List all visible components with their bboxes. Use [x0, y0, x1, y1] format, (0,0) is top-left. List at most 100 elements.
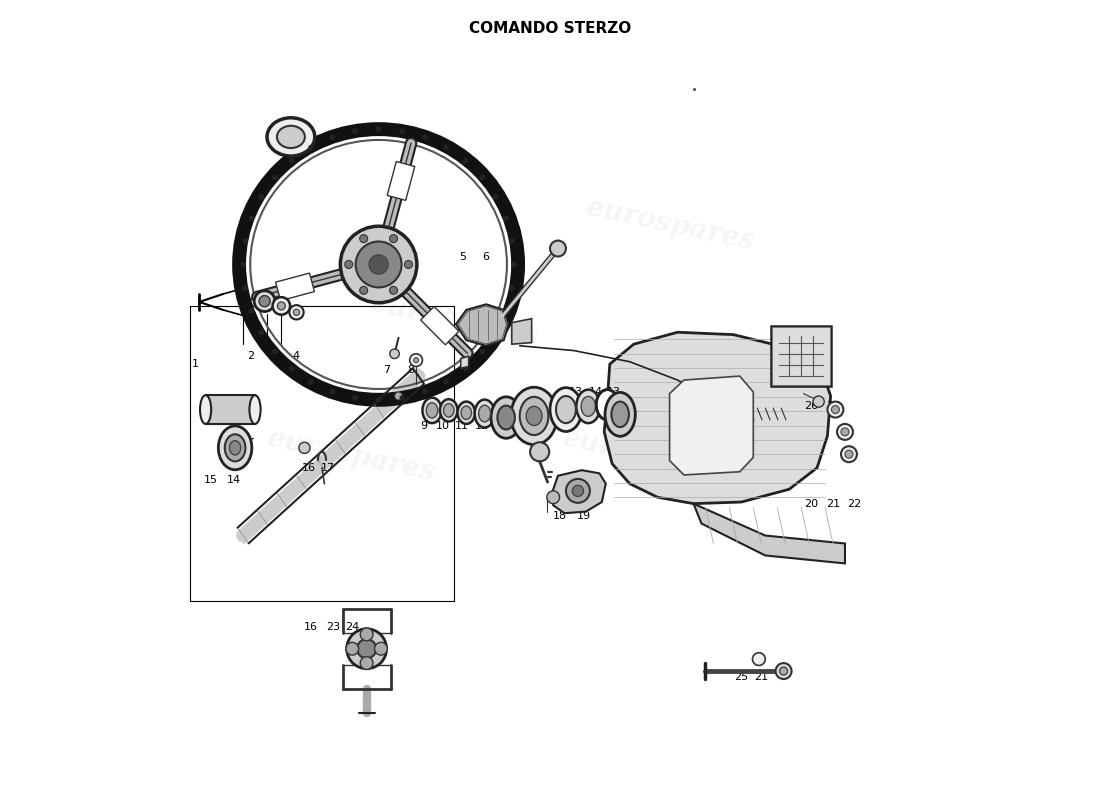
Ellipse shape	[497, 406, 515, 430]
Polygon shape	[276, 273, 315, 301]
Circle shape	[273, 349, 277, 354]
Ellipse shape	[219, 426, 252, 470]
Text: 25: 25	[735, 673, 748, 682]
Text: 18: 18	[552, 510, 567, 521]
Circle shape	[422, 390, 427, 394]
Circle shape	[444, 379, 449, 384]
Circle shape	[289, 158, 294, 163]
Bar	[206, 395, 255, 424]
Text: 12: 12	[475, 421, 490, 430]
Circle shape	[249, 308, 254, 313]
Circle shape	[842, 428, 849, 436]
Bar	[771, 326, 832, 386]
Circle shape	[813, 396, 824, 407]
Circle shape	[254, 290, 275, 311]
Circle shape	[258, 194, 264, 199]
Ellipse shape	[478, 405, 491, 422]
Circle shape	[308, 145, 314, 150]
Text: 16: 16	[304, 622, 318, 632]
Polygon shape	[206, 395, 255, 424]
Text: 16: 16	[302, 462, 316, 473]
Circle shape	[361, 628, 373, 641]
Ellipse shape	[605, 393, 636, 436]
Circle shape	[346, 629, 386, 669]
Text: eurospares: eurospares	[559, 425, 733, 487]
Circle shape	[504, 216, 508, 221]
Circle shape	[480, 349, 485, 354]
Circle shape	[463, 366, 467, 370]
Circle shape	[509, 286, 515, 290]
Circle shape	[353, 129, 358, 134]
Polygon shape	[670, 376, 754, 475]
Circle shape	[547, 491, 560, 504]
Polygon shape	[387, 162, 415, 200]
Text: 3: 3	[272, 351, 278, 361]
Circle shape	[330, 135, 334, 140]
Polygon shape	[693, 504, 845, 563]
Ellipse shape	[576, 390, 601, 423]
Circle shape	[273, 175, 277, 180]
Circle shape	[504, 308, 508, 313]
Text: 13: 13	[570, 387, 583, 397]
Circle shape	[565, 479, 590, 503]
Text: eurospares: eurospares	[264, 425, 438, 487]
Circle shape	[414, 358, 418, 362]
Circle shape	[399, 395, 405, 400]
Circle shape	[376, 398, 381, 402]
Ellipse shape	[475, 400, 495, 427]
Text: 2: 2	[248, 351, 254, 361]
Circle shape	[243, 238, 248, 243]
Ellipse shape	[519, 397, 549, 435]
Circle shape	[243, 286, 248, 290]
Text: 13: 13	[607, 387, 620, 397]
Text: 14: 14	[590, 387, 603, 397]
Circle shape	[845, 450, 853, 458]
Text: 14: 14	[227, 474, 241, 485]
Circle shape	[827, 402, 844, 418]
Text: 21: 21	[755, 673, 768, 682]
Circle shape	[345, 642, 359, 655]
Bar	[772, 327, 829, 385]
Text: 10: 10	[436, 421, 450, 430]
Circle shape	[258, 330, 264, 334]
Circle shape	[289, 305, 304, 319]
Circle shape	[550, 241, 565, 257]
Circle shape	[752, 653, 766, 666]
Circle shape	[361, 657, 373, 670]
Circle shape	[308, 379, 314, 384]
Circle shape	[389, 234, 397, 242]
Ellipse shape	[443, 404, 454, 417]
Ellipse shape	[200, 395, 211, 424]
Circle shape	[463, 158, 467, 163]
Text: 8: 8	[407, 365, 414, 374]
Circle shape	[360, 234, 367, 242]
Ellipse shape	[250, 395, 261, 424]
Text: 21: 21	[826, 498, 840, 509]
Ellipse shape	[422, 398, 441, 423]
Ellipse shape	[596, 390, 618, 420]
Circle shape	[277, 302, 285, 310]
Polygon shape	[455, 304, 508, 346]
Circle shape	[249, 216, 254, 221]
Circle shape	[358, 639, 376, 658]
Circle shape	[273, 297, 290, 314]
Circle shape	[258, 295, 271, 306]
Circle shape	[409, 354, 422, 366]
Ellipse shape	[461, 406, 472, 419]
Circle shape	[405, 261, 412, 269]
Circle shape	[368, 255, 388, 274]
Polygon shape	[461, 356, 469, 368]
Circle shape	[299, 442, 310, 454]
Circle shape	[294, 309, 299, 315]
Text: 6: 6	[483, 251, 490, 262]
Circle shape	[494, 330, 498, 334]
Circle shape	[837, 424, 852, 440]
Text: 4: 4	[293, 351, 300, 361]
Circle shape	[776, 663, 792, 679]
Circle shape	[530, 442, 549, 462]
Ellipse shape	[224, 434, 245, 462]
Ellipse shape	[581, 397, 595, 416]
Ellipse shape	[526, 406, 542, 426]
Polygon shape	[459, 306, 507, 344]
Circle shape	[376, 126, 381, 131]
